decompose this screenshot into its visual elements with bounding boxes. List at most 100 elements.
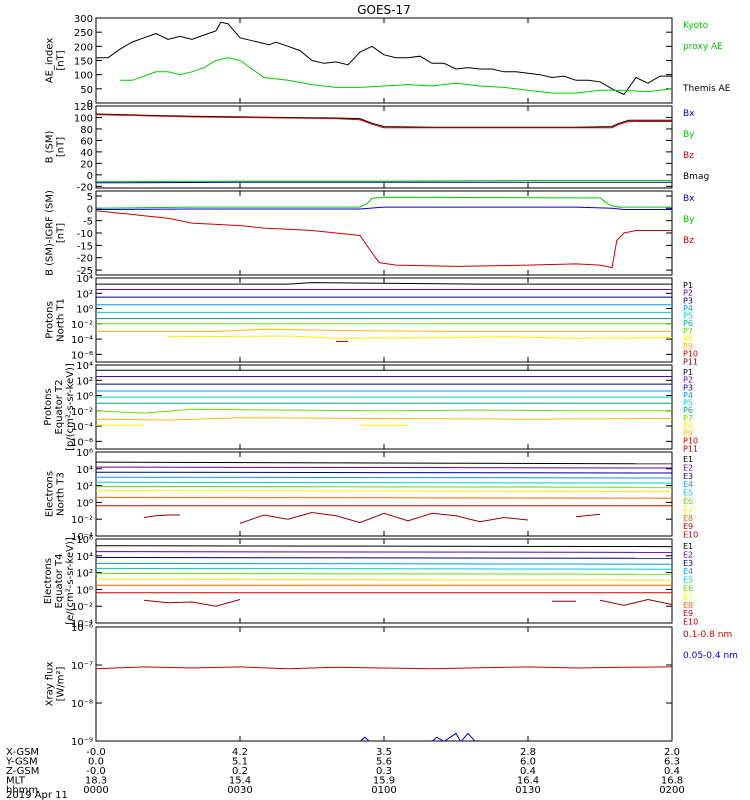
series-group (96, 369, 672, 426)
legend-entry: P10 (683, 437, 698, 446)
legend-entry: E4 (683, 480, 693, 489)
y-tick-label: -20 (77, 182, 93, 193)
legend-entry: E7 (683, 505, 693, 514)
y-tick-label: 10⁰ (76, 585, 93, 596)
legend-entry: Themis AE (682, 84, 731, 94)
y-tick-label: 0 (87, 99, 93, 110)
x-row-value: 6.0 (520, 757, 536, 768)
y-tick-label: 10⁶ (76, 448, 93, 459)
x-row-value: 0.4 (520, 766, 536, 777)
y-tick-label: 10⁻² (71, 407, 93, 418)
legend-entry: By (683, 130, 695, 140)
x-row-label: Z-GSM (6, 766, 39, 777)
y-axis-label: [nT] (56, 50, 67, 70)
series-line-maroon (599, 598, 672, 606)
series-line-maroon (143, 514, 180, 518)
x-row-value: -0.0 (86, 766, 106, 777)
y-tick-label: 10⁴ (76, 274, 93, 285)
legend-entry: P2 (683, 289, 693, 298)
legend-entry: E10 (683, 531, 698, 540)
x-row-value: 0100 (371, 785, 396, 796)
legend-entry: E6 (683, 584, 693, 593)
legend-entry: P7 (683, 327, 693, 336)
y-tick-label: 100 (74, 71, 93, 82)
legend-entry: P7 (683, 414, 693, 423)
series-line-green (96, 196, 672, 209)
y-tick-label: 10² (76, 289, 93, 300)
y-axis-label: Equator T2 (54, 380, 65, 435)
y-tick-label: 10⁻⁸ (71, 699, 93, 710)
x-row-value: 0200 (659, 785, 684, 796)
y-tick-label: 150 (74, 57, 93, 68)
panel-xray: 10⁻⁶ 10⁻⁷ 10⁻⁸ 10⁻⁹ Xray flux [W/m²] 0.1-0.8 n… (45, 623, 738, 748)
legend-entry: E4 (683, 567, 693, 576)
y-tick-label: 10⁻⁷ (71, 661, 93, 672)
legend-entry: E1 (683, 455, 693, 464)
y-tick-label: 10² (76, 569, 93, 580)
legend-entry: Bz (683, 236, 694, 246)
legend-entry: E5 (683, 489, 693, 498)
y-axis-label: B (SM) (45, 130, 56, 163)
series-line-dodger (96, 562, 672, 565)
series-line-black (96, 282, 672, 285)
y-tick-label: 10⁰ (76, 392, 93, 403)
legend-entry: Bx (683, 194, 695, 204)
series-line-cyan (96, 567, 672, 570)
legend-entry: P1 (683, 368, 693, 377)
legend-entry: E5 (683, 576, 693, 585)
x-row-value: 0.0 (88, 757, 104, 768)
panel-frame (95, 190, 673, 276)
x-row-value: 16.4 (517, 776, 539, 787)
y-tick-label: 10⁻² (71, 515, 93, 526)
y-axis-label: North T3 (56, 472, 67, 516)
series-line-green (120, 57, 672, 94)
y-axis-label: Protons (43, 388, 54, 425)
y-axis-label: Electrons (43, 558, 54, 604)
series-line-gold (96, 417, 672, 421)
legend-entry: E10 (683, 618, 698, 627)
y-tick-label: 10² (76, 482, 93, 493)
series-line-black (96, 461, 672, 465)
y-tick-label: 10⁻⁶ (71, 623, 93, 634)
legend-entry: E7 (683, 592, 693, 601)
legend-entry: E3 (683, 472, 693, 481)
x-row-value: 0000 (83, 785, 108, 796)
series-line-yellow (167, 335, 672, 339)
legend-entry: E2 (683, 463, 693, 472)
series-group (96, 21, 672, 96)
y-tick-label: -5 (83, 217, 93, 228)
y-tick-label: 10⁶ (76, 535, 93, 546)
x-row-value: 0030 (227, 785, 252, 796)
x-row-value: 2.0 (664, 747, 680, 758)
series-group (96, 666, 672, 741)
y-tick-label: 5 (87, 192, 93, 203)
x-row-value: 0.3 (376, 766, 392, 777)
y-axis-label: [p/(cm²-s-sr-keV)] (65, 363, 76, 451)
legend-entry: proxy AE (683, 42, 723, 52)
panel-frame (95, 364, 673, 450)
series-line-lime (96, 572, 672, 575)
series-group (96, 196, 672, 269)
series-line-green (96, 180, 672, 183)
panel-frame (95, 277, 673, 363)
y-axis-label: North T1 (56, 298, 67, 342)
y-tick-label: 10⁴ (76, 465, 93, 476)
series-line-maroon (143, 599, 241, 607)
legend-entry: Bz (683, 151, 694, 161)
x-row-value: 5.6 (376, 757, 392, 768)
panel-eequator: 10⁶ 10⁴ 10² 10⁰ 10⁻² 10⁻⁴ Electrons Equator T4[… (43, 535, 698, 630)
series-line-red (96, 666, 672, 670)
x-row-value: 18.3 (85, 776, 107, 787)
series-line-lime (96, 408, 672, 414)
legend-entry: P9 (683, 429, 693, 438)
series-line-maroon (575, 513, 601, 518)
x-row-value: 0.2 (232, 766, 248, 777)
y-tick-label: 40 (80, 148, 93, 159)
legend-entry: P4 (683, 304, 693, 313)
y-tick-label: 0 (87, 171, 93, 182)
y-tick-label: 10⁻² (71, 602, 93, 613)
legend-entry: By (683, 215, 695, 225)
panel-frame (95, 626, 673, 742)
y-axis-label: Equator T4 (54, 554, 65, 609)
